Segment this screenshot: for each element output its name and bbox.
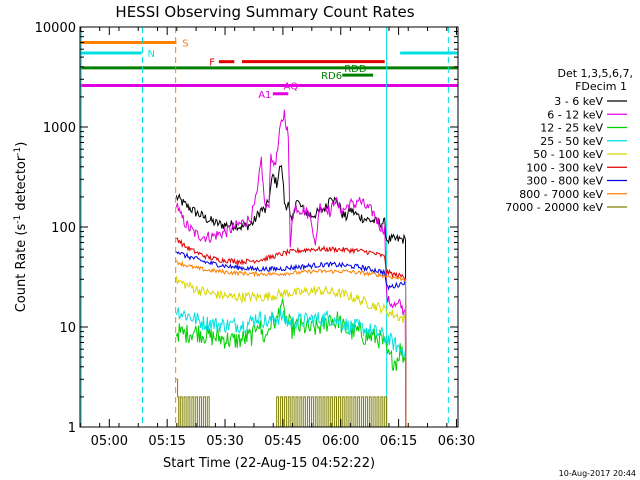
series-line-25-50-kev	[175, 307, 407, 428]
x-axis-label: Start Time (22-Aug-15 04:52:22)	[163, 456, 375, 471]
legend-header-line-1: Det 1,3,5,6,7,	[557, 67, 633, 80]
x-tick-label: 05:30	[206, 434, 243, 449]
flag-label-rdd: RDD	[344, 64, 367, 75]
series-layer	[175, 109, 407, 428]
legend-label-3-6-kev: 3 - 6 keV	[554, 95, 603, 108]
series-line-50-100-kev	[175, 275, 407, 428]
chart-title: HESSI Observing Summary Count Rates	[115, 3, 414, 21]
legend-header-line-2: FDecim 1	[575, 80, 627, 93]
y-tick-label: 100	[51, 221, 76, 236]
legend-label-800-7000-kev: 800 - 7000 keV	[519, 188, 603, 201]
axes: 1 10 100 1000 10000 05:00 05:15 05:30 05:45 06:00…	[35, 21, 476, 449]
series-line-800-7000-kev	[175, 260, 407, 428]
y-tick-label: 10000	[35, 21, 76, 36]
legend-label-100-300-kev: 100 - 300 keV	[526, 161, 603, 174]
flag-label-n: N	[148, 49, 155, 60]
footer-timestamp: 10-Aug-2017 20:44	[559, 469, 636, 478]
y-tick-label: 10	[59, 321, 76, 336]
legend-label-50-100-kev: 50 - 100 keV	[533, 148, 603, 161]
legend-label-6-12-kev: 6 - 12 keV	[547, 108, 603, 121]
x-tick-label: 05:00	[91, 434, 128, 449]
legend-label-25-50-kev: 25 - 50 keV	[540, 135, 603, 148]
x-tick-label: 06:30	[438, 434, 475, 449]
y-tick-label: 1	[68, 421, 76, 436]
flag-label-s: S	[182, 38, 188, 49]
series-line-100-300-kev	[176, 237, 407, 428]
series-line-300-800-kev	[175, 251, 407, 428]
y-tick-label: 1000	[43, 121, 76, 136]
y-axis-label: Count Rate (s-1 detector-1)	[13, 142, 29, 313]
flag-label-a1: A1	[258, 90, 271, 101]
legend-label-12-25-kev: 12 - 25 keV	[540, 122, 603, 135]
x-tick-label: 05:45	[264, 434, 301, 449]
x-tick-label: 06:15	[380, 434, 417, 449]
legend-label-300-800-kev: 300 - 800 keV	[526, 175, 603, 188]
legend-label-7000-20000-kev: 7000 - 20000 keV	[505, 201, 603, 214]
x-tick-label: 06:00	[322, 434, 359, 449]
flag-label-f: F	[209, 58, 215, 69]
series-line-3-6-kev	[175, 164, 407, 428]
series-line-6-12-kev	[175, 109, 407, 428]
flag-label-rd6: RD6	[321, 71, 342, 82]
flag-label-aq: AQ	[284, 82, 299, 93]
series-line-7000-20000-kev	[176, 378, 404, 428]
series-line-12-25-kev	[175, 298, 407, 428]
x-tick-label: 05:15	[148, 434, 185, 449]
